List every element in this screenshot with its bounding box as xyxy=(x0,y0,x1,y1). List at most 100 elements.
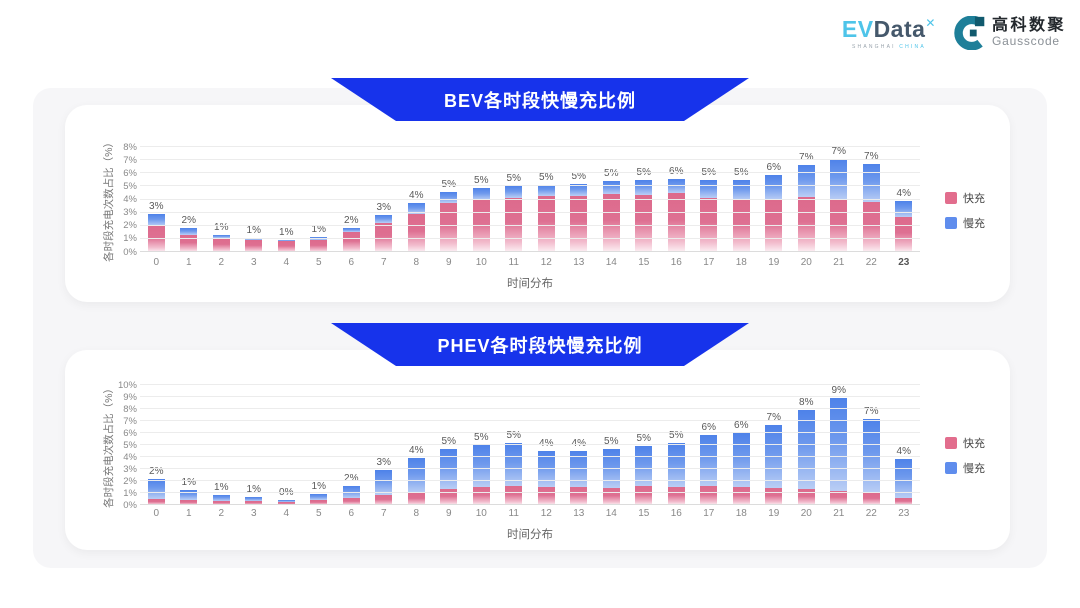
bar-slot: 7% xyxy=(823,147,856,252)
bar-slot: 9% xyxy=(823,385,856,505)
bar-slot: 7% xyxy=(855,147,888,252)
legend-swatch-fast xyxy=(945,437,957,449)
bar-segment-slow xyxy=(505,186,523,199)
bar-segment-fast xyxy=(862,493,880,505)
x-tick: 1 xyxy=(185,508,192,519)
bar-value-label: 5% xyxy=(637,168,651,178)
x-tick: 6 xyxy=(348,508,355,519)
x-tick: 10 xyxy=(475,508,487,519)
gridline xyxy=(140,237,920,239)
bar-value-label: 1% xyxy=(311,481,326,493)
bar-segment-fast xyxy=(700,485,718,505)
y-tick: 0% xyxy=(123,246,137,258)
x-tick: 18 xyxy=(735,257,747,268)
y-tick: 2% xyxy=(123,475,137,487)
bar-segment-fast xyxy=(862,202,880,252)
x-tick: 13 xyxy=(573,508,585,519)
bar-slot: 1% xyxy=(238,385,271,505)
bar-segment-fast xyxy=(765,488,783,505)
bar-segment-fast xyxy=(212,500,230,505)
gridline xyxy=(140,468,920,469)
bar-value-label: 4% xyxy=(572,439,586,449)
evdata-x-icon: ✕ xyxy=(925,15,936,30)
bar-segment-slow xyxy=(212,234,230,238)
bars: 2% 1% 1% 1% 0% 1% 2% 3% 4% 5% 5% 5% 4% 4% 5% 5% 5% 6% 6% 7%… xyxy=(140,385,920,505)
bar-segment-fast xyxy=(440,489,458,505)
bar-slot: 5% xyxy=(433,385,466,505)
legend-swatch-slow xyxy=(945,217,957,229)
bar-segment-fast xyxy=(667,487,685,505)
bar-segment-fast xyxy=(310,239,328,252)
bar-slot: 5% xyxy=(530,147,563,252)
evdata-data-text: Data xyxy=(873,15,926,42)
bar-value-label: 5% xyxy=(506,173,521,185)
bar-value-label: 1% xyxy=(214,221,229,233)
y-axis: 0% 1% 2% 3% 4% 5% 6% 7% 8% 9% 10% xyxy=(107,380,137,509)
y-tick: 0% xyxy=(123,499,137,511)
bar-segment-fast xyxy=(342,497,360,505)
y-tick: 4% xyxy=(123,193,137,205)
bar-segment-slow xyxy=(245,497,263,502)
bar-value-label: 4% xyxy=(896,446,911,458)
bar-segment-fast xyxy=(635,194,653,252)
bar-slot: 1% xyxy=(303,385,336,505)
bar-slot: 1% xyxy=(173,385,206,505)
y-tick: 2% xyxy=(123,220,137,231)
evdata-ev-text: EV xyxy=(841,15,874,42)
bar-slot: 1% xyxy=(205,385,238,505)
bar-slot: 5% xyxy=(628,385,661,505)
x-tick: 23 xyxy=(898,257,910,268)
bar-value-label: 1% xyxy=(246,484,261,496)
x-axis: 0 1 2 3 4 5 6 7 8 9 10 11 12 13 14 15 16 17 18 19 20 21 22 23 xyxy=(140,257,920,268)
legend: 快充 慢充 xyxy=(945,435,985,476)
bar-segment-fast xyxy=(667,192,685,252)
plot-area: 2% 1% 1% 1% 0% 1% 2% 3% 4% 5% 5% 5% 4% 4% 5% 5% 5% 6% 6% 7%… xyxy=(140,384,920,505)
bar-value-label: 7% xyxy=(864,151,879,163)
bar-value-label: 3% xyxy=(376,202,391,214)
x-tick: 23 xyxy=(898,508,910,519)
gridline xyxy=(140,384,920,385)
bev-chart-title: BEV各时段快慢充比例 xyxy=(443,90,636,111)
gausscode-name-en: Gausscode xyxy=(991,34,1060,49)
x-tick: 11 xyxy=(508,257,519,268)
bar-segment-fast xyxy=(472,199,490,252)
x-axis: 0 1 2 3 4 5 6 7 8 9 10 11 12 13 14 15 16 17 18 19 20 21 22 23 xyxy=(140,508,920,519)
bar-value-label: 5% xyxy=(441,178,456,190)
x-tick: 8 xyxy=(413,508,420,519)
bar-value-label: 7% xyxy=(799,152,814,164)
x-tick: 14 xyxy=(605,257,617,268)
legend-label-slow: 慢充 xyxy=(963,463,985,475)
x-tick: 12 xyxy=(540,508,552,519)
x-tick: 15 xyxy=(638,508,650,519)
x-tick: 0 xyxy=(153,508,160,519)
bar-value-label: 9% xyxy=(831,385,846,397)
gausscode-name-cn: 高科数聚 xyxy=(991,16,1066,34)
bev-chart-card: 各时段充电次数占比（%） 0% 1% 2% 3% 4% 5% 6% 7% 8% 3% 2% 1% 1%… xyxy=(65,105,1010,302)
bar-slot: 1% xyxy=(238,147,271,252)
phev-x-axis-title: 时间分布 xyxy=(507,529,553,541)
bar-segment-fast xyxy=(732,199,750,252)
charts-board: BEV各时段快慢充比例 各时段充电次数占比（%） 0% 1% 2% 3% 4% 5% 6% 7… xyxy=(33,88,1047,568)
bar-segment-fast xyxy=(147,499,165,505)
x-tick: 3 xyxy=(250,508,257,519)
bar-segment-slow xyxy=(342,227,360,232)
bar-segment-slow xyxy=(537,185,555,197)
bar-segment-fast xyxy=(310,500,328,505)
x-tick: 4 xyxy=(283,508,290,519)
bar-segment-fast xyxy=(375,495,393,505)
bar-slot: 7% xyxy=(790,147,823,252)
bar-segment-slow xyxy=(277,239,295,241)
bar-value-label: 1% xyxy=(246,224,261,236)
x-tick: 11 xyxy=(508,508,519,519)
x-tick: 22 xyxy=(865,257,877,268)
bar-slot: 8% xyxy=(790,385,823,505)
x-tick: 7 xyxy=(380,508,387,519)
bar-segment-slow xyxy=(895,459,913,498)
bar-value-label: 5% xyxy=(604,168,619,180)
bar-value-label: 2% xyxy=(149,465,164,477)
x-tick: 8 xyxy=(413,257,420,268)
bar-segment-slow xyxy=(375,470,393,496)
bar-value-label: 7% xyxy=(864,405,879,417)
bar-segment-fast xyxy=(180,499,198,505)
gridline xyxy=(140,408,920,409)
